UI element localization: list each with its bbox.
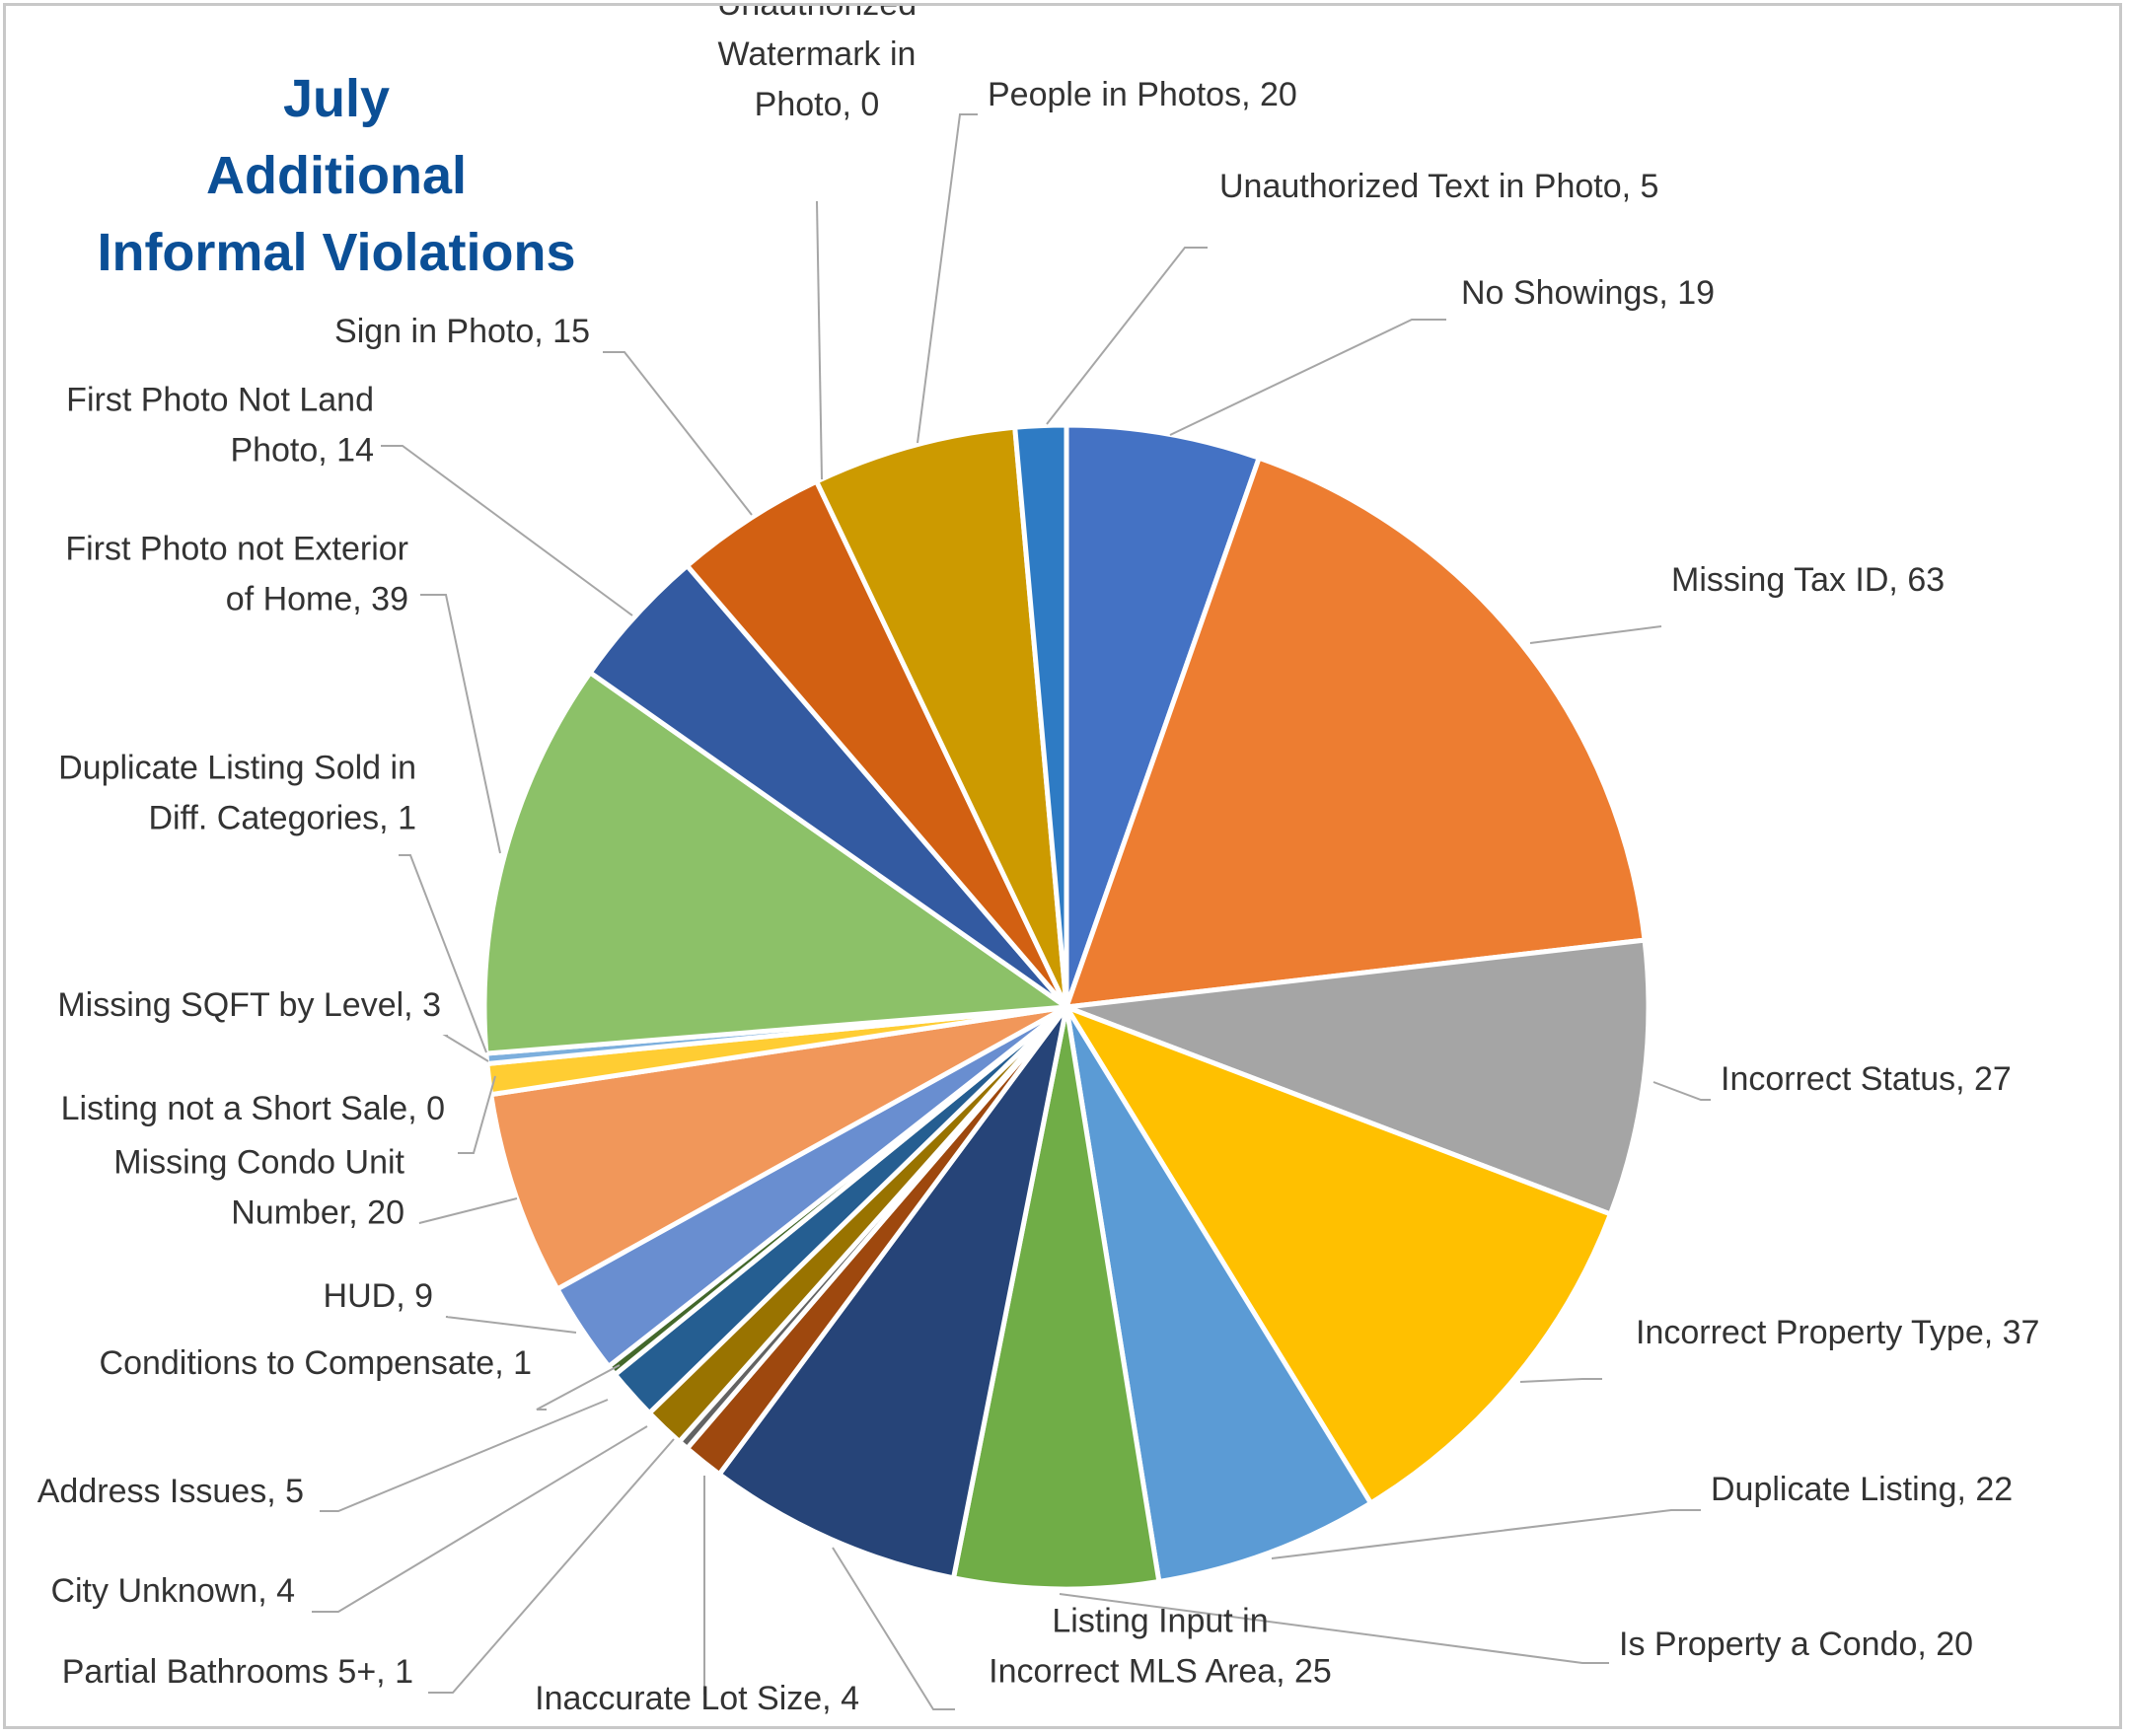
slice-labels: No Showings, 19 Missing Tax ID, 63 Incorre… bbox=[37, 6, 2040, 1717]
chart-frame: July Additional Informal Violations No S… bbox=[3, 3, 2122, 1729]
slice-label-line: Is Property a Condo, 20 bbox=[1619, 1626, 1973, 1663]
leader-line bbox=[832, 1547, 955, 1710]
leader-line bbox=[536, 1364, 621, 1410]
chart-title-line: July bbox=[282, 69, 391, 128]
slice-label-line: Duplicate Listing, 22 bbox=[1711, 1471, 2013, 1508]
slice-label-line: Incorrect Property Type, 37 bbox=[1636, 1314, 2039, 1351]
pie-slice bbox=[481, 670, 1069, 1056]
slice-label: Unauthorized Text in Photo, 5 bbox=[1219, 168, 1658, 205]
leader-line bbox=[418, 1197, 518, 1224]
slice-label-line: City Unknown, 4 bbox=[50, 1572, 295, 1610]
slice-label-line: First Photo Not Land bbox=[66, 382, 374, 419]
pie-slice bbox=[1064, 1004, 1373, 1584]
slice-label: Listing not a Short Sale, 0 bbox=[61, 1090, 445, 1127]
slice-label: Duplicate Listing Sold in Diff. Categorie… bbox=[58, 750, 416, 837]
leader-line bbox=[428, 1438, 675, 1694]
leader-line bbox=[1519, 1378, 1602, 1383]
leader-line bbox=[1059, 1593, 1609, 1664]
leader-line bbox=[1271, 1509, 1701, 1559]
leader-line bbox=[442, 1035, 489, 1062]
leader-line bbox=[399, 854, 487, 1053]
slice-label-line: First Photo not Exterior bbox=[65, 531, 408, 568]
chart-title-line: Informal Violations bbox=[97, 223, 576, 282]
pie-slice bbox=[716, 1004, 1069, 1581]
pie-slices bbox=[481, 422, 1652, 1592]
leader-line bbox=[445, 1316, 577, 1334]
slice-label: Address Issues, 5 bbox=[37, 1473, 304, 1510]
pie-chart: No Showings, 19 Missing Tax ID, 63 Incorre… bbox=[37, 6, 2040, 1717]
slice-label: Conditions to Compensate, 1 bbox=[100, 1344, 532, 1382]
slice-label: First Photo Not Land Photo, 14 bbox=[66, 382, 374, 470]
slice-label-line: Photo, 14 bbox=[230, 432, 374, 470]
slice-label-line: Listing not a Short Sale, 0 bbox=[61, 1090, 445, 1127]
leader-line bbox=[458, 1075, 496, 1154]
slice-label: Listing Input in Incorrect MLS Area, 25 bbox=[989, 1603, 1332, 1691]
slice-label-line: Duplicate Listing Sold in bbox=[58, 750, 416, 787]
chart-title-line: Additional bbox=[206, 146, 467, 205]
slice-label-line: HUD, 9 bbox=[324, 1277, 433, 1315]
slice-label-line: No Showings, 19 bbox=[1461, 274, 1715, 312]
slice-label-line: Diff. Categories, 1 bbox=[148, 800, 416, 837]
slice-label: Is Property a Condo, 20 bbox=[1619, 1626, 1973, 1663]
leader-line bbox=[603, 351, 753, 516]
leader-line bbox=[312, 1425, 648, 1613]
slice-label: Incorrect Status, 27 bbox=[1721, 1060, 2012, 1098]
slice-label-line: Missing Condo Unit bbox=[113, 1144, 404, 1182]
slice-label: Missing Condo Unit Number, 20 bbox=[113, 1144, 404, 1232]
slice-label: City Unknown, 4 bbox=[50, 1572, 295, 1610]
slice-label-line: Address Issues, 5 bbox=[37, 1473, 304, 1510]
slice-label-line: Photo, 0 bbox=[755, 86, 880, 123]
slice-label: No Showings, 19 bbox=[1461, 274, 1715, 312]
slice-label: Inaccurate Lot Size, 4 bbox=[535, 1680, 859, 1717]
slice-label-line: Sign in Photo, 15 bbox=[334, 313, 590, 350]
pie-slice bbox=[1064, 1004, 1613, 1506]
leader-lines bbox=[312, 113, 1711, 1710]
slice-label-line: Missing Tax ID, 63 bbox=[1671, 561, 1945, 599]
slice-label: Duplicate Listing, 22 bbox=[1711, 1471, 2013, 1508]
slice-label: Missing Tax ID, 63 bbox=[1671, 561, 1945, 599]
slice-label: Partial Bathrooms 5+, 1 bbox=[62, 1653, 413, 1691]
slice-label-line: of Home, 39 bbox=[226, 581, 408, 618]
slice-label: Sign in Photo, 15 bbox=[334, 313, 590, 350]
slice-label: Unauthorized Watermark in Photo, 0 bbox=[717, 6, 917, 123]
slice-label: HUD, 9 bbox=[324, 1277, 433, 1315]
slice-label: Incorrect Property Type, 37 bbox=[1636, 1314, 2039, 1351]
leader-line bbox=[320, 1399, 609, 1512]
pie-slice bbox=[488, 1004, 1069, 1292]
slice-label: People in Photos, 20 bbox=[988, 76, 1297, 113]
pie-slice bbox=[1064, 937, 1652, 1217]
pie-slice bbox=[1064, 422, 1262, 1010]
leader-line bbox=[816, 200, 823, 480]
pie-slice bbox=[1012, 422, 1069, 1010]
slice-label-line: Partial Bathrooms 5+, 1 bbox=[62, 1653, 413, 1691]
slice-label-line: People in Photos, 20 bbox=[988, 76, 1297, 113]
slice-label: First Photo not Exterior of Home, 39 bbox=[65, 531, 408, 618]
slice-label-line: Missing SQFT by Level, 3 bbox=[57, 986, 441, 1024]
leader-line bbox=[1529, 625, 1662, 644]
leader-line bbox=[1169, 319, 1446, 436]
leader-line bbox=[420, 594, 501, 854]
pie-slice bbox=[951, 1004, 1162, 1592]
slice-label-line: Incorrect Status, 27 bbox=[1721, 1060, 2012, 1098]
leader-line bbox=[1046, 247, 1208, 425]
slice-label-line: Conditions to Compensate, 1 bbox=[100, 1344, 532, 1382]
leader-line bbox=[1652, 1081, 1711, 1101]
slice-label-line: Inaccurate Lot Size, 4 bbox=[535, 1680, 859, 1717]
leader-line bbox=[917, 113, 978, 444]
pie-slice bbox=[814, 424, 1069, 1010]
slice-label-line: Listing Input in bbox=[1052, 1603, 1268, 1640]
slice-label-line: Unauthorized bbox=[717, 6, 917, 23]
slice-label-line: Number, 20 bbox=[231, 1194, 404, 1232]
slice-label-line: Unauthorized Text in Photo, 5 bbox=[1219, 168, 1658, 205]
slice-label: Missing SQFT by Level, 3 bbox=[57, 986, 441, 1024]
slice-label-line: Incorrect MLS Area, 25 bbox=[989, 1653, 1332, 1691]
slice-label-line: Watermark in bbox=[718, 36, 917, 73]
chart-title: July Additional Informal Violations bbox=[45, 60, 627, 291]
pie-slice bbox=[1064, 455, 1648, 1010]
leader-line bbox=[381, 445, 633, 616]
